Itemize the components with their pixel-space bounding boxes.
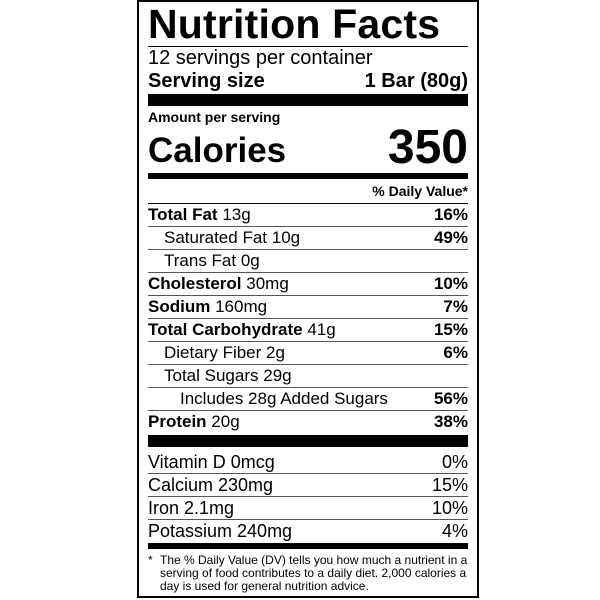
vitamin-dv: 4% — [441, 521, 468, 541]
nutrient-amount: 2g — [266, 343, 285, 362]
nutrient-dv: 49% — [433, 228, 468, 247]
nutrient-dv: 6% — [443, 343, 468, 362]
nutrient-amount: 13g — [222, 205, 251, 224]
nutrient-row-cholesterol: Cholesterol 30mg 10% — [148, 273, 468, 296]
calories-label: Calories — [148, 131, 287, 170]
nutrient-amount: 160mg — [215, 297, 268, 316]
nutrient-dv: 56% — [433, 389, 468, 408]
nutrient-row-dietary-fiber: Dietary Fiber 2g 6% — [148, 342, 468, 365]
calories-value: 350 — [387, 121, 468, 174]
vitamin-dv: 10% — [431, 498, 468, 518]
nutrient-name: Includes 28g Added Sugars — [180, 389, 388, 408]
nutrient-name: Dietary Fiber — [164, 343, 262, 362]
nutrient-amount: 20g — [211, 412, 240, 431]
vitamin-row-vitamin-d: Vitamin D 0mcg 0% — [148, 451, 468, 474]
serving-size-label: Serving size — [148, 70, 265, 92]
nutrient-row-protein: Protein 20g 38% — [148, 411, 468, 433]
vitamin-name: Iron 2.1mg — [148, 498, 235, 518]
nutrient-row-added-sugars: Includes 28g Added Sugars 56% — [148, 388, 468, 411]
nutrient-amount: 30mg — [246, 274, 289, 293]
vitamin-row-calcium: Calcium 230mg 15% — [148, 474, 468, 497]
nutrient-row-saturated-fat: Saturated Fat 10g 49% — [148, 227, 468, 250]
nutrient-name: Total Fat — [148, 205, 218, 224]
footnote-star: * — [148, 553, 153, 567]
nutrient-dv: 10% — [433, 274, 468, 293]
calories-row: Calories 350 — [148, 121, 468, 174]
thick-divider — [148, 94, 468, 106]
vitamin-name: Vitamin D 0mcg — [148, 452, 275, 472]
daily-value-header: % Daily Value* — [148, 181, 468, 204]
medium-divider — [148, 173, 468, 179]
amount-per-serving: Amount per serving — [148, 109, 281, 125]
medium-divider — [148, 543, 468, 549]
nutrient-dv: 15% — [433, 320, 468, 339]
nutrient-row-total-carbohydrate: Total Carbohydrate 41g 15% — [148, 319, 468, 342]
nutrient-dv: 38% — [433, 412, 468, 431]
nutrient-amount: 0g — [240, 251, 260, 270]
footnote: * The % Daily Value (DV) tells you how m… — [148, 554, 468, 593]
nutrient-name: Trans Fat — [164, 251, 237, 270]
vitamin-row-iron: Iron 2.1mg 10% — [148, 497, 468, 520]
nutrient-dv: 16% — [433, 205, 468, 224]
nutrient-amount: 10g — [271, 228, 301, 247]
divider — [148, 46, 468, 47]
nutrient-name: Protein — [148, 412, 207, 431]
serving-size-value: 1 Bar (80g) — [364, 70, 468, 92]
nutrient-name: Cholesterol — [148, 274, 242, 293]
nutrient-name: Saturated Fat — [164, 228, 268, 247]
vitamin-dv: 15% — [431, 475, 468, 495]
vitamin-dv: 0% — [441, 452, 468, 472]
vitamin-name: Potassium 240mg — [148, 521, 293, 541]
serving-size: Serving size 1 Bar (80g) — [148, 69, 468, 94]
nutrient-row-total-sugars: Total Sugars 29g — [148, 365, 468, 388]
nutrient-row-total-fat: Total Fat 13g 16% — [148, 204, 468, 227]
nutrient-amount: 41g — [307, 320, 336, 339]
nutrient-dv: 7% — [443, 297, 468, 316]
servings-per-container: 12 servings per container — [148, 47, 373, 69]
thick-divider — [148, 435, 468, 447]
nutrient-name: Sodium — [148, 297, 211, 316]
nutrient-name: Total Sugars — [164, 366, 259, 385]
vitamin-row-potassium: Potassium 240mg 4% — [148, 520, 468, 542]
nutrition-facts-label: Nutrition Facts 12 servings per containe… — [137, 0, 479, 598]
nutrient-row-trans-fat: Trans Fat 0g — [148, 250, 468, 273]
label-title: Nutrition Facts — [148, 1, 441, 47]
nutrient-amount: 29g — [263, 366, 292, 385]
vitamin-name: Calcium 230mg — [148, 475, 274, 495]
footnote-text: The % Daily Value (DV) tells you how muc… — [160, 553, 468, 593]
nutrient-name: Total Carbohydrate — [148, 320, 303, 339]
nutrient-row-sodium: Sodium 160mg 7% — [148, 296, 468, 319]
